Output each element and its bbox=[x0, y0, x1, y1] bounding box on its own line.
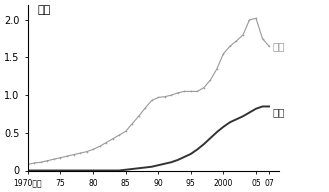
Text: 万人: 万人 bbox=[38, 5, 51, 15]
Text: 日本: 日本 bbox=[273, 107, 286, 117]
Text: 米国: 米国 bbox=[273, 41, 286, 51]
